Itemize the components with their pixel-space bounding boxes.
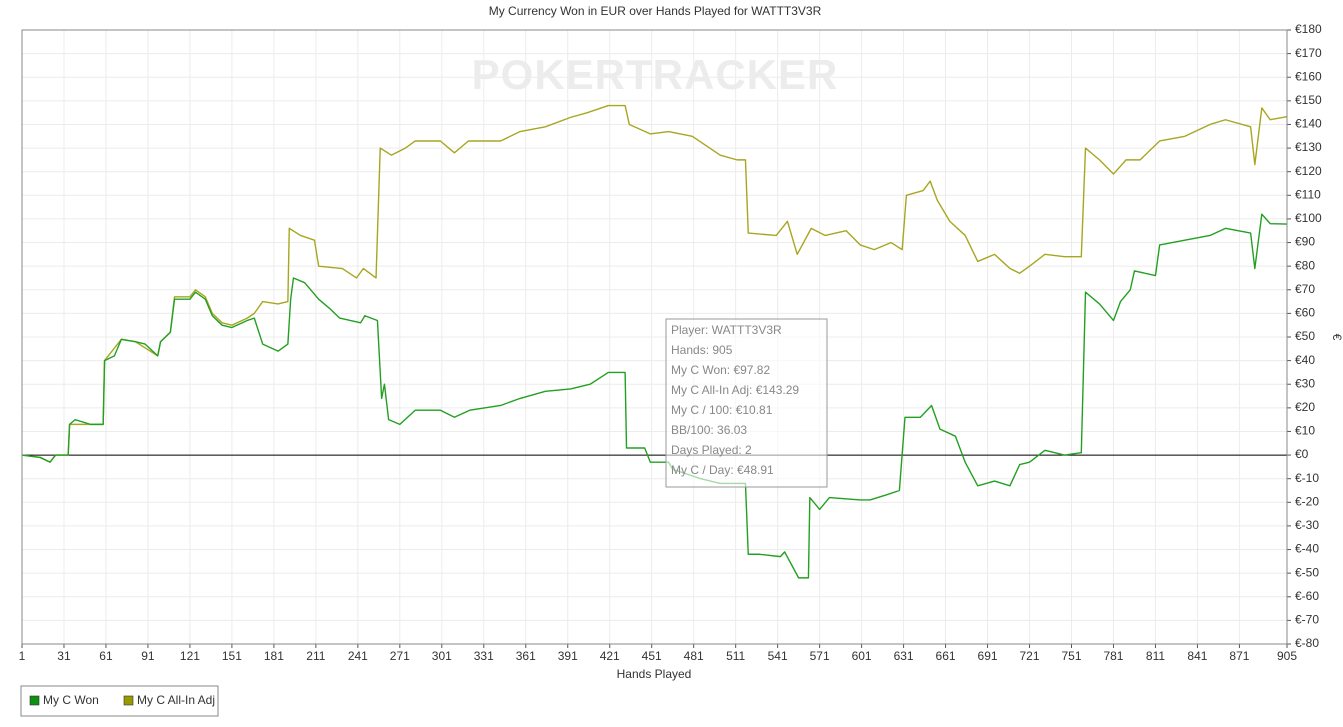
y-tick-label: €60 bbox=[1295, 306, 1315, 320]
x-tick-label: 91 bbox=[141, 649, 155, 663]
x-tick-label: 241 bbox=[348, 649, 368, 663]
y-tick-label: €0 bbox=[1295, 447, 1309, 461]
tooltip-line: Player: WATTT3V3R bbox=[671, 323, 782, 337]
x-tick-label: 211 bbox=[306, 649, 325, 663]
y-tick-label: €40 bbox=[1295, 353, 1315, 367]
y-tick-label: €90 bbox=[1295, 235, 1315, 249]
legend-label: My C Won bbox=[43, 693, 99, 707]
x-tick-label: 905 bbox=[1277, 649, 1297, 663]
x-tick-label: 121 bbox=[180, 649, 200, 663]
x-tick-label: 61 bbox=[99, 649, 113, 663]
legend-swatch bbox=[29, 695, 40, 706]
tooltip-line: Hands: 905 bbox=[671, 343, 733, 357]
x-tick-label: 511 bbox=[726, 649, 745, 663]
y-tick-label: €10 bbox=[1295, 424, 1315, 438]
lines bbox=[21, 104, 1288, 579]
x-tick-label: 811 bbox=[1146, 649, 1165, 663]
chart-title: My Currency Won in EUR over Hands Played… bbox=[489, 4, 822, 18]
x-tick-label: 571 bbox=[810, 649, 830, 663]
tooltip-line: My C Won: €97.82 bbox=[671, 363, 770, 377]
tooltip-line: BB/100: 36.03 bbox=[671, 423, 747, 437]
x-tick-label: 421 bbox=[600, 649, 620, 663]
x-tick-label: 601 bbox=[852, 649, 872, 663]
x-tick-label: 631 bbox=[894, 649, 914, 663]
x-tick-label: 751 bbox=[1061, 649, 1081, 663]
x-tick-label: 1 bbox=[19, 649, 26, 663]
x-tick-label: 481 bbox=[684, 649, 704, 663]
tooltip: Player: WATTT3V3R Hands: 905 My C Won: €97… bbox=[665, 318, 828, 488]
x-tick-label: 841 bbox=[1187, 649, 1207, 663]
y-tick-label: €120 bbox=[1295, 164, 1322, 178]
tooltip-line: My C All-In Adj: €143.29 bbox=[671, 383, 799, 397]
y-tick-label: €-20 bbox=[1295, 494, 1319, 508]
x-tick-label: 151 bbox=[222, 649, 242, 663]
y-axis-label: € bbox=[1330, 334, 1343, 341]
y-tick-label: €20 bbox=[1295, 400, 1315, 414]
x-tick-label: 451 bbox=[642, 649, 662, 663]
x-tick-label: 181 bbox=[264, 649, 284, 663]
x-tick-label: 781 bbox=[1103, 649, 1123, 663]
y-tick-label: €-80 bbox=[1295, 636, 1319, 650]
grid: €180 €170 €160 €150 €140 €130 €120 €110 €100 €90 €… bbox=[19, 22, 1322, 663]
y-tick-label: €80 bbox=[1295, 258, 1315, 272]
series-line bbox=[21, 213, 1288, 579]
watermark: POKERTRACKER bbox=[472, 51, 839, 98]
x-tick-label: 31 bbox=[57, 649, 71, 663]
legend-label: My C All-In Adj bbox=[137, 693, 215, 707]
y-tick-label: €70 bbox=[1295, 282, 1315, 296]
x-tick-label: 541 bbox=[768, 649, 788, 663]
y-tick-label: €-70 bbox=[1295, 613, 1319, 627]
y-tick-label: €-60 bbox=[1295, 589, 1319, 603]
y-tick-label: €-10 bbox=[1295, 471, 1319, 485]
x-axis-label: Hands Played bbox=[617, 667, 692, 681]
x-tick-label: 721 bbox=[1020, 649, 1040, 663]
y-tick-label: €150 bbox=[1295, 93, 1322, 107]
y-tick-label: €50 bbox=[1295, 329, 1315, 343]
tooltip-line: Days Played: 2 bbox=[671, 443, 752, 457]
y-tick-label: €170 bbox=[1295, 46, 1322, 60]
x-tick-label: 871 bbox=[1229, 649, 1249, 663]
x-tick-label: 301 bbox=[432, 649, 452, 663]
y-tick-label: €130 bbox=[1295, 140, 1322, 154]
legend-swatch bbox=[123, 695, 134, 706]
x-tick-label: 661 bbox=[936, 649, 956, 663]
y-tick-label: €180 bbox=[1295, 22, 1322, 36]
x-tick-label: 691 bbox=[978, 649, 998, 663]
y-tick-label: €-40 bbox=[1295, 542, 1319, 556]
series-line bbox=[21, 104, 1288, 463]
x-tick-label: 391 bbox=[558, 649, 578, 663]
x-tick-label: 361 bbox=[516, 649, 536, 663]
y-tick-label: €-30 bbox=[1295, 518, 1319, 532]
y-tick-label: €30 bbox=[1295, 376, 1315, 390]
x-tick-label: 331 bbox=[474, 649, 494, 663]
plot-border bbox=[21, 29, 1288, 645]
y-tick-label: €110 bbox=[1295, 187, 1321, 201]
tooltip-line: My C / 100: €10.81 bbox=[671, 403, 773, 417]
y-tick-label: €100 bbox=[1295, 211, 1322, 225]
tooltip-line: My C / Day: €48.91 bbox=[671, 463, 774, 477]
y-tick-label: €-50 bbox=[1295, 565, 1319, 579]
y-tick-label: €140 bbox=[1295, 117, 1322, 131]
y-tick-label: €160 bbox=[1295, 69, 1322, 83]
legend: My C Won My C All-In Adj bbox=[20, 685, 219, 717]
x-tick-label: 271 bbox=[390, 649, 410, 663]
legend-box bbox=[20, 685, 219, 717]
tooltip-box bbox=[665, 318, 828, 488]
